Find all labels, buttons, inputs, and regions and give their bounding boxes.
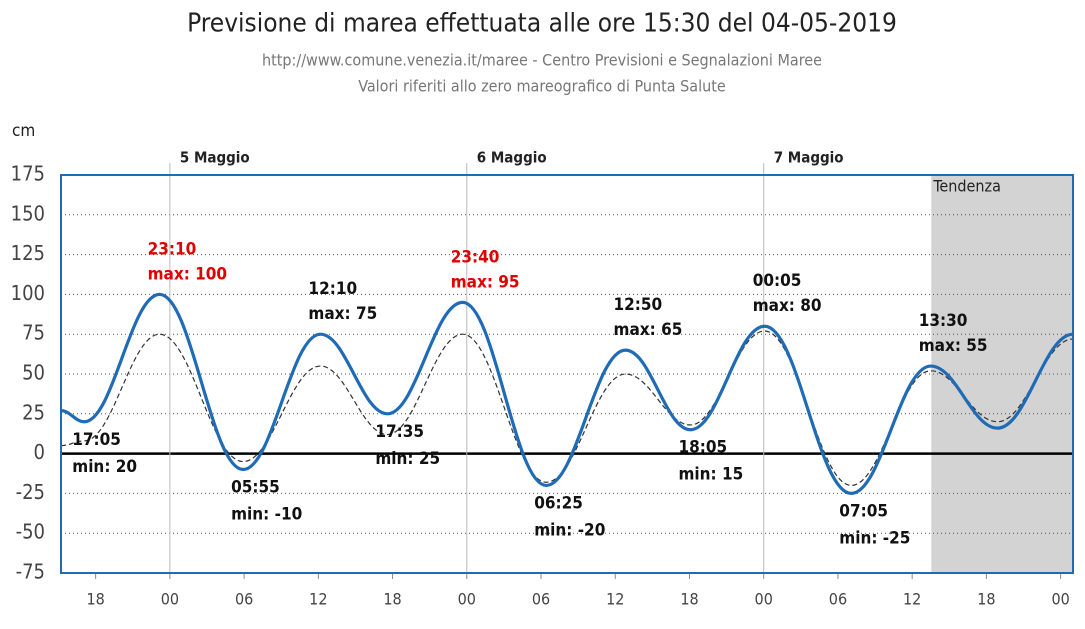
annotation-time: 07:05 (839, 501, 888, 521)
chart-title: Previsione di marea effettuata alle ore … (187, 9, 897, 39)
annotation-time: 17:05 (72, 430, 121, 450)
x-tick-label: 18 (680, 590, 698, 609)
annotation-label: min: -20 (534, 520, 605, 540)
subtitle: Valori riferiti allo zero mareografico d… (358, 77, 726, 96)
annotation-label: min: 25 (375, 449, 440, 469)
y-tick-label: 150 (11, 201, 45, 225)
x-tick-label: 00 (755, 590, 773, 609)
x-tick-label: 18 (977, 590, 995, 609)
forecast-line (60, 292, 1074, 496)
annotation-label: max: 65 (614, 320, 683, 340)
annotation-label: max: 80 (753, 296, 822, 316)
x-tick-label: 00 (458, 590, 476, 609)
x-tick-label: 18 (383, 590, 401, 609)
subtitle: http://www.comune.venezia.it/maree - Cen… (262, 51, 822, 70)
x-tick-label: 06 (829, 590, 847, 609)
annotation-time: 18:05 (678, 438, 727, 458)
day-label: 6 Maggio (477, 149, 547, 167)
y-tick-label: 75 (22, 321, 45, 345)
x-tick-label: 18 (86, 590, 104, 609)
x-tick-label: 00 (1051, 590, 1069, 609)
y-tick-label: 50 (22, 361, 45, 385)
annotation-label: min: -10 (231, 505, 302, 525)
annotation-time: 12:10 (308, 279, 357, 299)
annotation-time: 13:30 (919, 311, 968, 331)
y-tick-label: -50 (16, 520, 45, 544)
annotation-time: 12:50 (614, 295, 663, 315)
annotation-label: min: -25 (839, 528, 910, 548)
day-label: 7 Maggio (774, 149, 844, 167)
annotation-label: max: 95 (451, 272, 520, 292)
trend-region (931, 175, 1073, 573)
y-tick-label: -25 (16, 480, 45, 504)
plot-frame (60, 174, 1074, 574)
trend-label: Tendenza (932, 177, 1001, 196)
day-label: 5 Maggio (180, 149, 250, 167)
annotation-label: max: 75 (308, 304, 377, 324)
annotation-time: 17:35 (375, 422, 424, 442)
annotation-time: 23:10 (148, 239, 197, 259)
x-tick-label: 06 (235, 590, 253, 609)
annotation-time: 00:05 (753, 271, 802, 291)
y-tick-label: 175 (11, 162, 45, 186)
astronomical-line (60, 330, 1074, 487)
y-tick-label: 125 (11, 241, 45, 265)
x-tick-label: 12 (903, 590, 921, 609)
y-axis-label: cm (12, 121, 35, 141)
y-tick-label: 25 (22, 400, 45, 424)
x-tick-label: 00 (161, 590, 179, 609)
annotation-label: max: 55 (919, 336, 988, 356)
annotation-label: min: 20 (72, 457, 137, 477)
annotation-time: 05:55 (231, 478, 280, 498)
annotation-label: min: 15 (678, 465, 743, 485)
x-tick-label: 06 (532, 590, 550, 609)
annotation-time: 06:25 (534, 493, 583, 513)
x-tick-label: 12 (309, 590, 327, 609)
x-tick-label: 12 (606, 590, 624, 609)
y-tick-label: 0 (34, 440, 45, 464)
y-tick-label: 100 (11, 281, 45, 305)
annotation-time: 23:40 (451, 247, 500, 267)
y-tick-label: -75 (16, 560, 45, 584)
annotation-label: max: 100 (148, 264, 227, 284)
